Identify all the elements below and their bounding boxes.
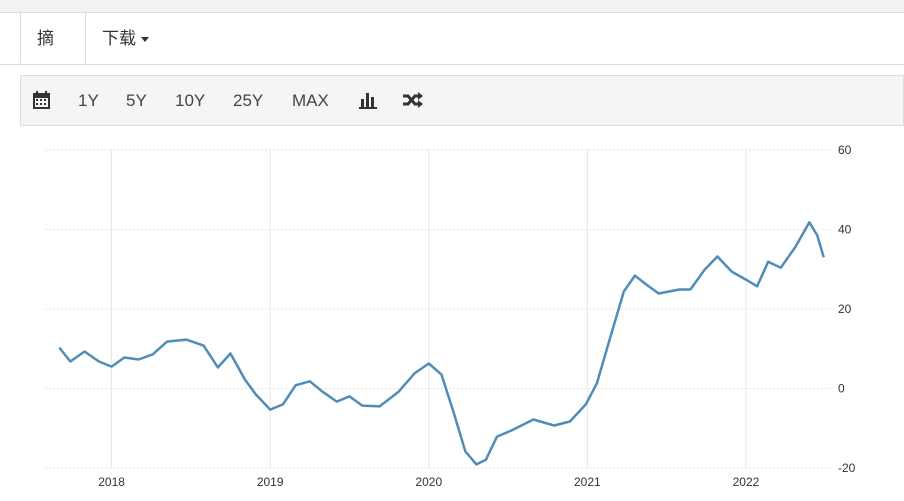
y-tick-label: 60 [838, 143, 852, 157]
range-25y[interactable]: 25Y [233, 91, 264, 110]
range-1y[interactable]: 1Y [78, 91, 99, 110]
x-tick-label: 2021 [574, 475, 601, 489]
range-10y[interactable]: 10Y [175, 91, 206, 110]
top-strip [0, 0, 904, 13]
x-tick-label: 2018 [98, 475, 125, 489]
y-tick-label: 0 [838, 382, 845, 396]
x-tick-label: 2020 [415, 475, 442, 489]
tab-download-label[interactable]: 下载 [102, 29, 136, 48]
chart: -20 0 20 40 60 2018 2019 2020 2021 2022 [45, 143, 856, 489]
y-tick-label: -20 [838, 461, 856, 475]
bar-chart-icon[interactable] [359, 91, 377, 109]
x-tick-label: 2022 [733, 475, 760, 489]
y-tick-label: 40 [838, 223, 852, 237]
tab-bar: 摘要 下载 [0, 13, 904, 99]
tab-download[interactable]: 下载 [86, 13, 165, 64]
shuffle-icon[interactable] [402, 91, 424, 109]
calendar-icon[interactable] [33, 91, 50, 109]
y-tick-label: 20 [838, 302, 852, 316]
range-max[interactable]: MAX [292, 91, 329, 110]
caret [141, 37, 149, 43]
tab-summary[interactable]: 摘要 [20, 13, 86, 99]
range-5y[interactable]: 5Y [126, 91, 147, 110]
data-line [58, 221, 825, 466]
x-tick-label: 2019 [257, 475, 284, 489]
toolbar: 1Y 5Y 10Y 25Y MAX [20, 75, 904, 126]
